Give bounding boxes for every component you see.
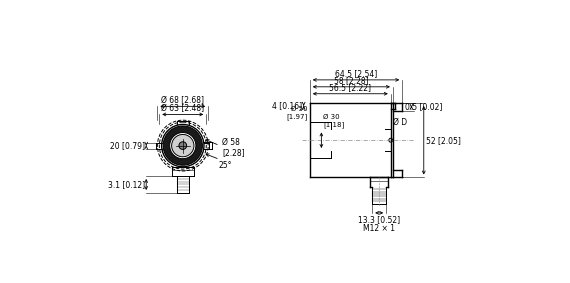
Text: Ø 30
[1.18]: Ø 30 [1.18]	[323, 114, 344, 128]
Text: 13.3 [0.52]: 13.3 [0.52]	[358, 215, 400, 224]
Text: Ø 50
[1.97]: Ø 50 [1.97]	[286, 106, 308, 120]
Text: 52 [2.05]: 52 [2.05]	[426, 136, 461, 145]
Text: Ø 68 [2.68]: Ø 68 [2.68]	[161, 96, 204, 105]
Text: 3.1 [0.12]: 3.1 [0.12]	[108, 180, 145, 189]
Text: 25°: 25°	[218, 161, 231, 170]
Text: Ø 63 [2.48]: Ø 63 [2.48]	[161, 104, 205, 113]
Text: 58 [2.28]: 58 [2.28]	[334, 76, 369, 85]
Text: 0.5 [0.02]: 0.5 [0.02]	[405, 102, 443, 111]
Text: 4 [0.16]: 4 [0.16]	[272, 101, 302, 110]
Circle shape	[170, 132, 196, 159]
Text: 20 [0.79]: 20 [0.79]	[109, 141, 145, 150]
Text: 64.5 [2.54]: 64.5 [2.54]	[335, 69, 377, 78]
Circle shape	[163, 126, 202, 165]
Text: Ø D: Ø D	[393, 117, 407, 127]
Circle shape	[179, 142, 186, 149]
Text: M12 × 1: M12 × 1	[363, 224, 395, 233]
Circle shape	[172, 134, 194, 157]
Text: 56.5 [2.22]: 56.5 [2.22]	[329, 83, 371, 92]
Text: Ø 58
[2.28]: Ø 58 [2.28]	[222, 138, 245, 158]
